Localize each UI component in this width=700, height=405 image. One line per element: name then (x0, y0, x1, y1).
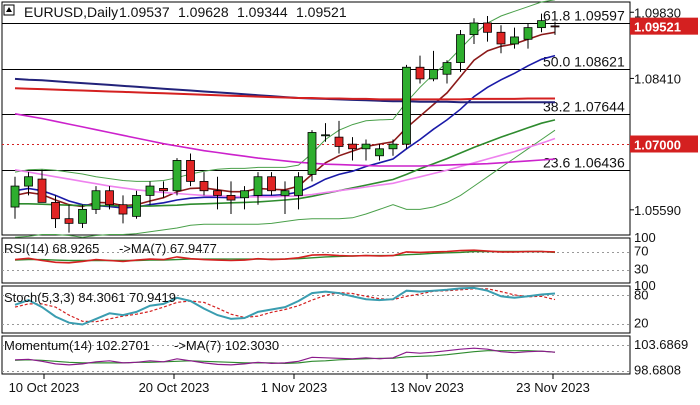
candle-body-16 (226, 194, 236, 201)
stoch-tick-0: 100 (634, 278, 656, 293)
panel-frame-mom (1, 335, 631, 375)
momentum-ma-label: ->MA(7) 102.3030 (174, 338, 279, 353)
candle-body-25 (348, 143, 357, 150)
candle-body-22 (307, 132, 317, 175)
panel-frame-rsi (1, 237, 631, 284)
fib-label-2: 38.2 1.07644 (543, 99, 625, 115)
stoch-tick-1: 80 (634, 287, 648, 302)
candle-body-34 (469, 22, 479, 36)
moving-average-4 (14, 113, 556, 167)
price-tick-label-1: 1.08410 (634, 71, 681, 86)
x-tick-label-2: 1 Nov 2023 (261, 380, 328, 395)
candle-body-24 (334, 136, 344, 147)
moving-average-0 (14, 31, 556, 208)
candle-body-9 (132, 194, 141, 217)
candle-body-17 (240, 190, 249, 199)
x-tick-label-1: 20 Oct 2023 (139, 380, 210, 395)
panel-frame-stoch (1, 285, 631, 334)
candle-body-11 (159, 187, 168, 192)
candle-body-21 (294, 176, 303, 196)
last-price-label: 1.09521 (634, 20, 681, 35)
candle-body-13 (186, 160, 195, 182)
candle-body-28 (388, 143, 398, 150)
candle-body-33 (456, 34, 465, 63)
stoch-label: Stoch(5,3,3) 84.3061 70.9419 (4, 290, 176, 305)
moving-average-6 (14, 87, 555, 101)
candle-body-1 (24, 176, 33, 187)
candle-body-38 (523, 27, 533, 40)
momentum-tick-1: 98.6808 (634, 363, 681, 378)
x-tick-label-0: 10 Oct 2023 (9, 380, 80, 395)
level-label: 1.07000 (634, 138, 681, 153)
candle-body-14 (199, 181, 209, 192)
candle-body-29 (402, 66, 411, 145)
level-badge (630, 135, 698, 153)
last-price-badge (630, 17, 698, 35)
fib-label-3: 23.6 1.06436 (543, 155, 625, 171)
price-tick-label-2: 1.05590 (634, 203, 681, 218)
candle-body-20 (280, 190, 290, 196)
candle-body-39 (537, 20, 546, 29)
stoch-d-line (14, 288, 556, 323)
candle-body-2 (37, 178, 47, 203)
candle-body-18 (253, 176, 263, 196)
candle-body-37 (510, 36, 519, 45)
candle-body-5 (78, 208, 87, 224)
rsi-tick-0: 100 (634, 230, 656, 245)
candle-body-4 (64, 218, 74, 224)
panel-frame-main (1, 1, 631, 236)
candle-body-26 (361, 143, 371, 150)
rsi-tick-2: 30 (634, 262, 648, 277)
fib-label-1: 50.0 1.08621 (543, 54, 625, 70)
candle-body-30 (415, 66, 425, 80)
candle-body-31 (429, 69, 438, 80)
candle-body-19 (267, 176, 276, 192)
candle-body-40 (550, 25, 560, 28)
candle-body-12 (172, 160, 182, 192)
candle-body-32 (442, 62, 452, 75)
ohlc-value-2: 1.09344 (237, 4, 288, 20)
stoch-k-line (14, 286, 556, 326)
candle-body-8 (118, 204, 128, 215)
symbol-icon-arrow (6, 7, 12, 12)
ohlc-value-1: 1.09628 (178, 4, 229, 20)
momentum-line (14, 347, 556, 366)
candle-body-7 (105, 190, 114, 206)
candle-body-15 (213, 190, 222, 196)
momentum-tick-0: 103.6869 (634, 337, 688, 352)
momentum-label: Momentum(14) 102.2701 (4, 338, 150, 353)
rsi-label: RSI(14) 68.9265 (4, 241, 99, 256)
candle-body-6 (91, 190, 101, 210)
bollinger-band-0 (14, 0, 556, 182)
candle-body-36 (496, 31, 506, 45)
candle-body-27 (375, 148, 384, 157)
chart-title: EURUSD,Daily (24, 4, 118, 20)
ohlc-value-3: 1.09521 (296, 4, 347, 20)
rsi-tick-1: 70 (634, 244, 648, 259)
candle-body-35 (483, 22, 492, 33)
rsi-line (14, 249, 556, 264)
price-tick-label-0: 1.09830 (634, 5, 681, 20)
candle-body-10 (145, 185, 155, 196)
x-tick-label-4: 23 Nov 2023 (516, 380, 590, 395)
ohlc-value-0: 1.09537 (119, 4, 170, 20)
bollinger-band-1 (14, 129, 556, 238)
fib-label-0: 61.8 1.09597 (543, 8, 625, 24)
x-tick-label-3: 13 Nov 2023 (390, 380, 464, 395)
symbol-icon (3, 4, 15, 16)
stoch-tick-2: 20 (634, 316, 648, 331)
candle-body-3 (51, 201, 60, 220)
candle-body-0 (10, 185, 20, 208)
candle-body-23 (321, 134, 330, 137)
rsi-ma-label: ->MA(7) 67.9477 (119, 241, 217, 256)
